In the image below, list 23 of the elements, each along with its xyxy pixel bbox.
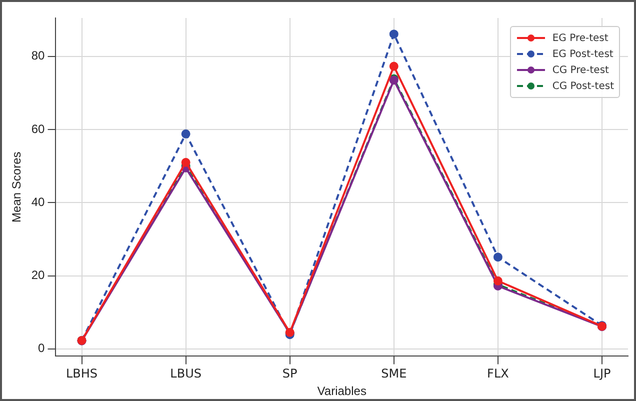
y-tick-label: 0 [38, 341, 46, 356]
x-axis-title: Variables [317, 384, 366, 398]
point [493, 252, 502, 262]
legend-label: EG Post-test [552, 48, 614, 60]
y-tick-label: 80 [31, 48, 46, 63]
point [181, 158, 190, 167]
y-axis-title: Mean Scores [10, 152, 24, 222]
x-tick-label: LJP [593, 366, 611, 381]
legend-label: CG Pre-test [552, 64, 609, 76]
x-tick-label: SP [282, 366, 298, 381]
legend-label: CG Post-test [552, 80, 614, 92]
y-tick-label: 20 [31, 268, 46, 282]
point [389, 62, 398, 71]
y-tick-label: 60 [31, 122, 46, 136]
legend-label: EG Pre-test [552, 32, 608, 44]
x-tick-label: LBUS [170, 366, 202, 381]
y-tick-label: 40 [31, 194, 46, 209]
x-tick-label: SME [381, 366, 407, 381]
point [181, 129, 190, 138]
x-tick-label: FLX [487, 366, 509, 381]
point [493, 276, 502, 286]
point [389, 30, 398, 39]
x-tick-label: LBHS [66, 366, 98, 381]
